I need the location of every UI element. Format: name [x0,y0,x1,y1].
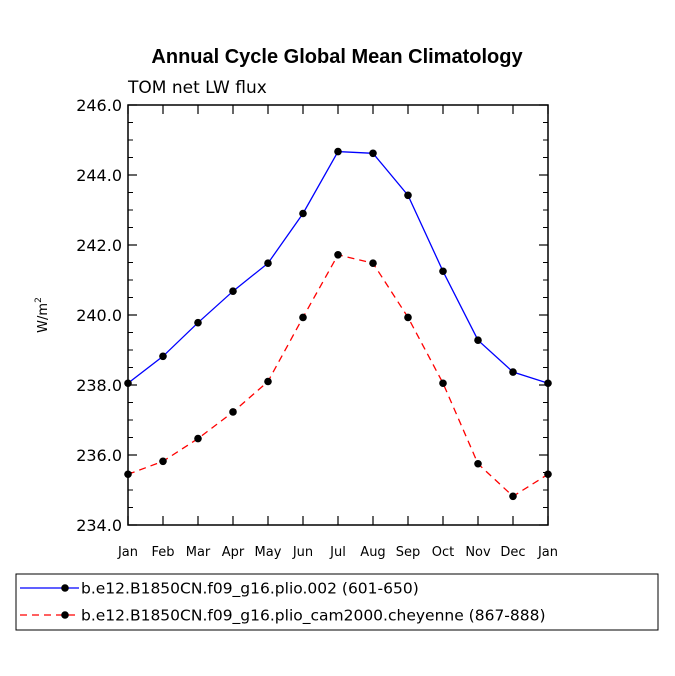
x-tick-label: Dec [500,545,525,560]
x-tick-label: May [255,545,282,560]
series-2-point [544,470,552,479]
legend: b.e12.B1850CN.f09_g16.plio.002 (601-650)… [15,573,659,631]
series-1-point [159,352,167,361]
x-tick-label: Mar [186,545,211,560]
series-2-point [124,470,132,479]
legend-box [15,573,659,631]
plot-frame [127,104,549,526]
series-2-point [404,313,412,322]
series-1-point [404,191,412,200]
series-2-point [369,259,377,268]
x-tick-label: Aug [360,545,385,560]
x-tick-label: Jul [329,545,346,560]
y-tick-label: 244.0 [76,166,122,185]
x-tick-label: Jan [117,545,138,560]
x-tick-label: Nov [465,545,491,560]
legend-label-1: b.e12.B1850CN.f09_g16.plio.002 (601-650) [81,580,419,599]
series-1-point [439,267,447,276]
series-1-point [194,318,202,327]
y-tick-label: 234.0 [76,516,122,535]
series-2-point [159,457,167,466]
chart-title: Annual Cycle Global Mean Climatology [151,46,523,68]
x-axis-ticks: Jan Feb Mar Apr May Jun Jul Aug Sep Oct Nov Dec Jan [117,105,558,560]
series-1-point [509,368,517,376]
chart-subtitle: TOM net LW flux [127,78,267,98]
legend-marker-1 [61,584,69,592]
series-2-point [229,408,237,416]
series-1-point [264,259,272,268]
series-2-point [299,313,307,322]
series-1-point [474,336,482,345]
y-axis-label-base: W/m [36,303,51,333]
series-lines [127,150,549,498]
x-tick-label: Jun [292,545,313,560]
x-tick-label: Jan [537,545,558,560]
series-2-point [474,459,482,468]
series-2-point [194,434,202,443]
y-tick-label: 236.0 [76,446,122,465]
x-tick-label: Apr [222,545,245,560]
y-tick-label: 240.0 [76,306,122,325]
y-axis-label-text: W/m2 [34,297,51,333]
series-1-point [299,209,307,218]
legend-label-2: b.e12.B1850CN.f09_g16.plio_cam2000.cheye… [81,607,546,626]
legend-marker-2 [61,611,69,619]
series-2-point [439,379,447,388]
series-2-point [509,492,517,501]
series-1-point [229,287,237,296]
plot-axes [127,104,549,526]
x-tick-label: Sep [396,545,421,560]
series-1-point [369,149,377,158]
series-2-point [334,251,342,259]
y-axis-label-sup: 2 [34,297,44,303]
series-1-point [334,147,342,156]
series-line-2 [127,254,549,498]
series-1-point [544,379,552,388]
y-axis-ticks: 234.0 236.0 238.0 240.0 242.0 244.0 246.0 [76,96,548,535]
y-tick-label: 246.0 [76,96,122,115]
y-axis-label: W/m2 [34,297,51,333]
y-tick-label: 242.0 [76,236,122,255]
x-tick-label: Oct [432,545,454,560]
series-1-point [124,379,132,388]
series-points [124,147,552,501]
series-line-1 [127,150,549,384]
x-tick-label: Feb [151,545,174,560]
y-tick-label: 238.0 [76,376,122,395]
series-2-point [264,377,272,386]
